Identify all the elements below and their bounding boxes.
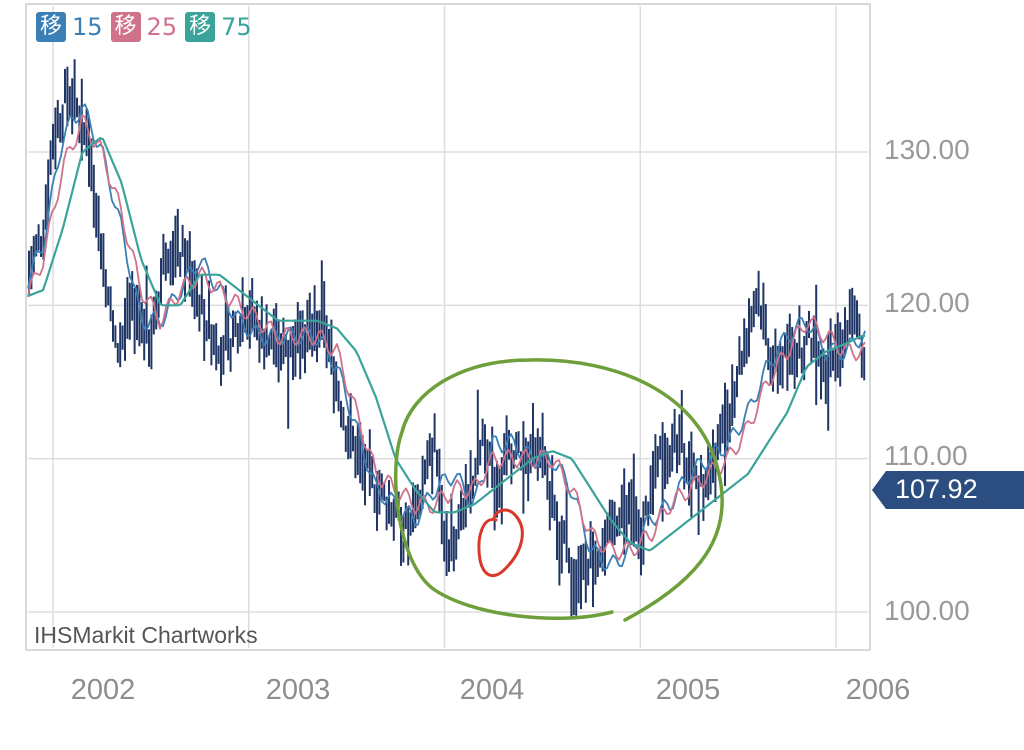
red-circle-annotation xyxy=(477,508,524,577)
legend-item-ma25[interactable]: 移 25 xyxy=(110,12,178,42)
green-circle-annotation xyxy=(393,358,724,622)
y-tick-label: 130.00 xyxy=(884,134,970,165)
x-tick-label: 2006 xyxy=(845,674,911,706)
x-tick-label: 2005 xyxy=(655,674,721,706)
hand-annotations xyxy=(393,358,724,622)
x-tick-label: 2002 xyxy=(70,674,136,706)
ma15-line xyxy=(27,103,866,571)
current-price-marker xyxy=(872,471,1024,509)
legend-item-ma15[interactable]: 移 15 xyxy=(36,12,103,42)
ma25-badge: 移 xyxy=(110,12,141,42)
y-tick-label: 110.00 xyxy=(884,440,968,471)
ma15-badge: 移 xyxy=(36,12,66,42)
current-price-label: 107.92 xyxy=(895,474,978,504)
legend-item-ma75[interactable]: 移 75 xyxy=(185,12,252,42)
ma15-period: 15 xyxy=(72,13,103,41)
ma75-line xyxy=(27,137,865,552)
moving-average-lines xyxy=(27,103,866,571)
watermark-label: IHSMarkit Chartworks xyxy=(34,622,258,648)
ma25-line xyxy=(27,114,866,561)
ma25-period: 25 xyxy=(146,13,178,41)
x-tick-label: 2004 xyxy=(459,674,525,706)
y-tick-label: 100.00 xyxy=(884,595,970,626)
ma75-period: 75 xyxy=(221,13,252,41)
y-tick-label: 120.00 xyxy=(884,287,970,318)
chart-legend: 移 15 移 25 移 75 xyxy=(36,12,252,42)
x-tick-label: 2003 xyxy=(265,674,331,706)
ma75-badge: 移 xyxy=(185,12,216,42)
